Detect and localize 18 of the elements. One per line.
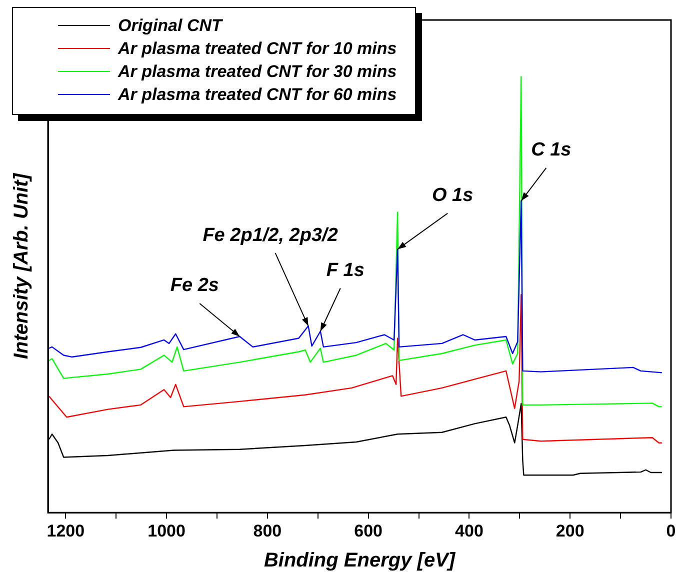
x-tick-label: 400 [455,521,484,540]
x-tick-label: 800 [253,521,282,540]
y-axis-title: Intensity [Arb. Unit] [10,172,33,360]
x-tick-label: 200 [556,521,584,540]
legend-label: Ar plasma treated CNT for 60 mins [118,84,397,104]
x-tick-label: 0 [666,521,676,540]
x-tick-label: 600 [354,521,383,540]
legend-label: Ar plasma treated CNT for 30 mins [118,62,397,82]
x-axis-title: Binding Energy [eV] [264,550,456,572]
annotation: Fe 2p1/2, 2p3/2 [202,224,338,246]
annotation: Fe 2s [170,275,219,296]
legend-label: Ar plasma treated CNT for 10 mins [118,38,397,58]
legend-label: Original CNT [118,16,222,36]
x-tick-label: 1000 [148,521,186,540]
x-tick-label: 1200 [46,521,85,540]
annotation: F 1s [326,260,364,281]
annotation: O 1s [432,185,474,206]
annotation: C 1s [531,140,572,161]
